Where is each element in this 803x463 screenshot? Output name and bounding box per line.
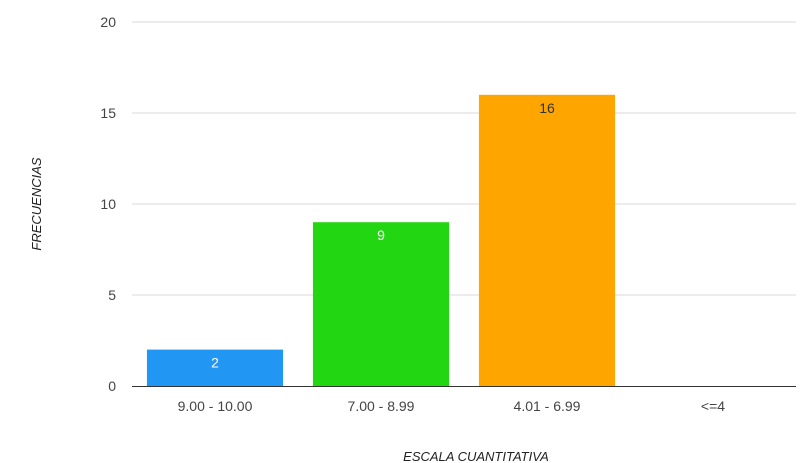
y-tick-label: 5	[108, 287, 116, 303]
bar	[312, 222, 450, 386]
gridlines	[132, 21, 796, 296]
y-tick-label: 20	[100, 14, 116, 30]
x-axis-title: ESCALA CUANTITATIVA	[403, 449, 549, 463]
data-label: 16	[539, 100, 555, 116]
data-label: 9	[377, 227, 385, 243]
y-tick-label: 10	[100, 196, 116, 212]
bar	[146, 349, 284, 386]
y-tick-label: 0	[108, 378, 116, 394]
y-axis-title: FRECUENCIAS	[29, 157, 44, 251]
y-tick-label: 15	[100, 105, 116, 121]
x-tick-label: 4.01 - 6.99	[514, 398, 581, 414]
y-axis-ticks: 0 5 10 15 20	[100, 14, 116, 394]
bar	[478, 94, 616, 387]
data-label: 2	[211, 355, 219, 371]
x-tick-label: 9.00 - 10.00	[178, 398, 253, 414]
x-axis-ticks: 9.00 - 10.00 7.00 - 8.99 4.01 - 6.99 <=4	[178, 398, 726, 414]
bars	[146, 94, 616, 387]
x-tick-label: 7.00 - 8.99	[348, 398, 415, 414]
x-tick-label: <=4	[701, 398, 725, 414]
data-labels: 2 9 16	[211, 100, 555, 371]
